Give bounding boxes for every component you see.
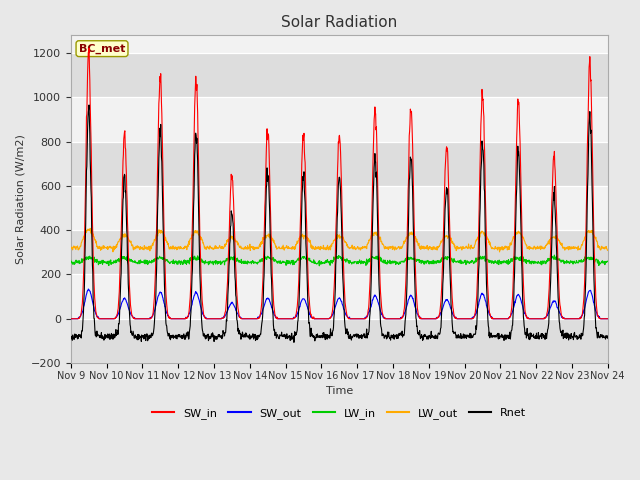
LW_in <box>604 258 612 264</box>
Bar <box>71 142 608 186</box>
SW_out <box>493 316 500 322</box>
LW_out <box>604 248 612 253</box>
SW_in <box>247 316 255 322</box>
Line: LW_in: LW_in <box>71 255 608 266</box>
Line: SW_in: SW_in <box>71 48 608 319</box>
X-axis label: Time: Time <box>326 386 353 396</box>
Title: Solar Radiation: Solar Radiation <box>281 15 397 30</box>
Rnet <box>85 102 93 108</box>
SW_in <box>85 45 93 51</box>
Y-axis label: Solar Radiation (W/m2): Solar Radiation (W/m2) <box>15 134 25 264</box>
SW_in <box>493 316 500 322</box>
LW_out <box>86 226 94 231</box>
SW_in <box>173 316 181 322</box>
LW_out <box>496 249 504 255</box>
Line: SW_out: SW_out <box>71 289 608 319</box>
SW_in <box>67 316 75 322</box>
SW_out <box>423 316 431 322</box>
Line: LW_out: LW_out <box>71 228 608 252</box>
LW_in <box>246 259 254 265</box>
Rnet <box>173 333 181 338</box>
SW_out <box>84 286 92 292</box>
Line: Rnet: Rnet <box>71 105 608 342</box>
LW_out <box>187 235 195 241</box>
LW_out <box>493 246 500 252</box>
Legend: SW_in, SW_out, LW_in, LW_out, Rnet: SW_in, SW_out, LW_in, LW_out, Rnet <box>148 403 531 423</box>
LW_in <box>186 258 194 264</box>
LW_in <box>173 259 181 264</box>
Rnet <box>247 334 255 340</box>
Rnet <box>67 334 75 340</box>
SW_out <box>604 316 612 322</box>
SW_in <box>423 316 431 322</box>
Bar <box>71 319 608 363</box>
Bar <box>71 53 608 97</box>
Rnet <box>604 334 612 339</box>
LW_out <box>541 245 548 251</box>
Rnet <box>423 335 431 341</box>
SW_out <box>540 315 548 321</box>
LW_out <box>423 245 431 251</box>
SW_in <box>540 316 548 322</box>
SW_out <box>247 316 255 322</box>
LW_in <box>493 259 500 264</box>
Rnet <box>493 332 501 337</box>
LW_out <box>173 247 181 252</box>
Rnet <box>187 314 195 320</box>
SW_out <box>67 316 75 322</box>
LW_out <box>67 244 75 250</box>
LW_in <box>316 263 323 269</box>
SW_out <box>173 316 181 322</box>
LW_in <box>550 252 558 258</box>
Text: BC_met: BC_met <box>79 44 125 54</box>
SW_out <box>187 307 195 313</box>
LW_out <box>247 244 255 250</box>
LW_in <box>540 258 548 264</box>
LW_in <box>423 259 431 264</box>
SW_in <box>604 316 612 322</box>
SW_in <box>187 287 195 293</box>
LW_in <box>67 257 75 263</box>
Rnet <box>541 334 548 340</box>
Rnet <box>290 339 298 345</box>
Bar <box>71 230 608 275</box>
